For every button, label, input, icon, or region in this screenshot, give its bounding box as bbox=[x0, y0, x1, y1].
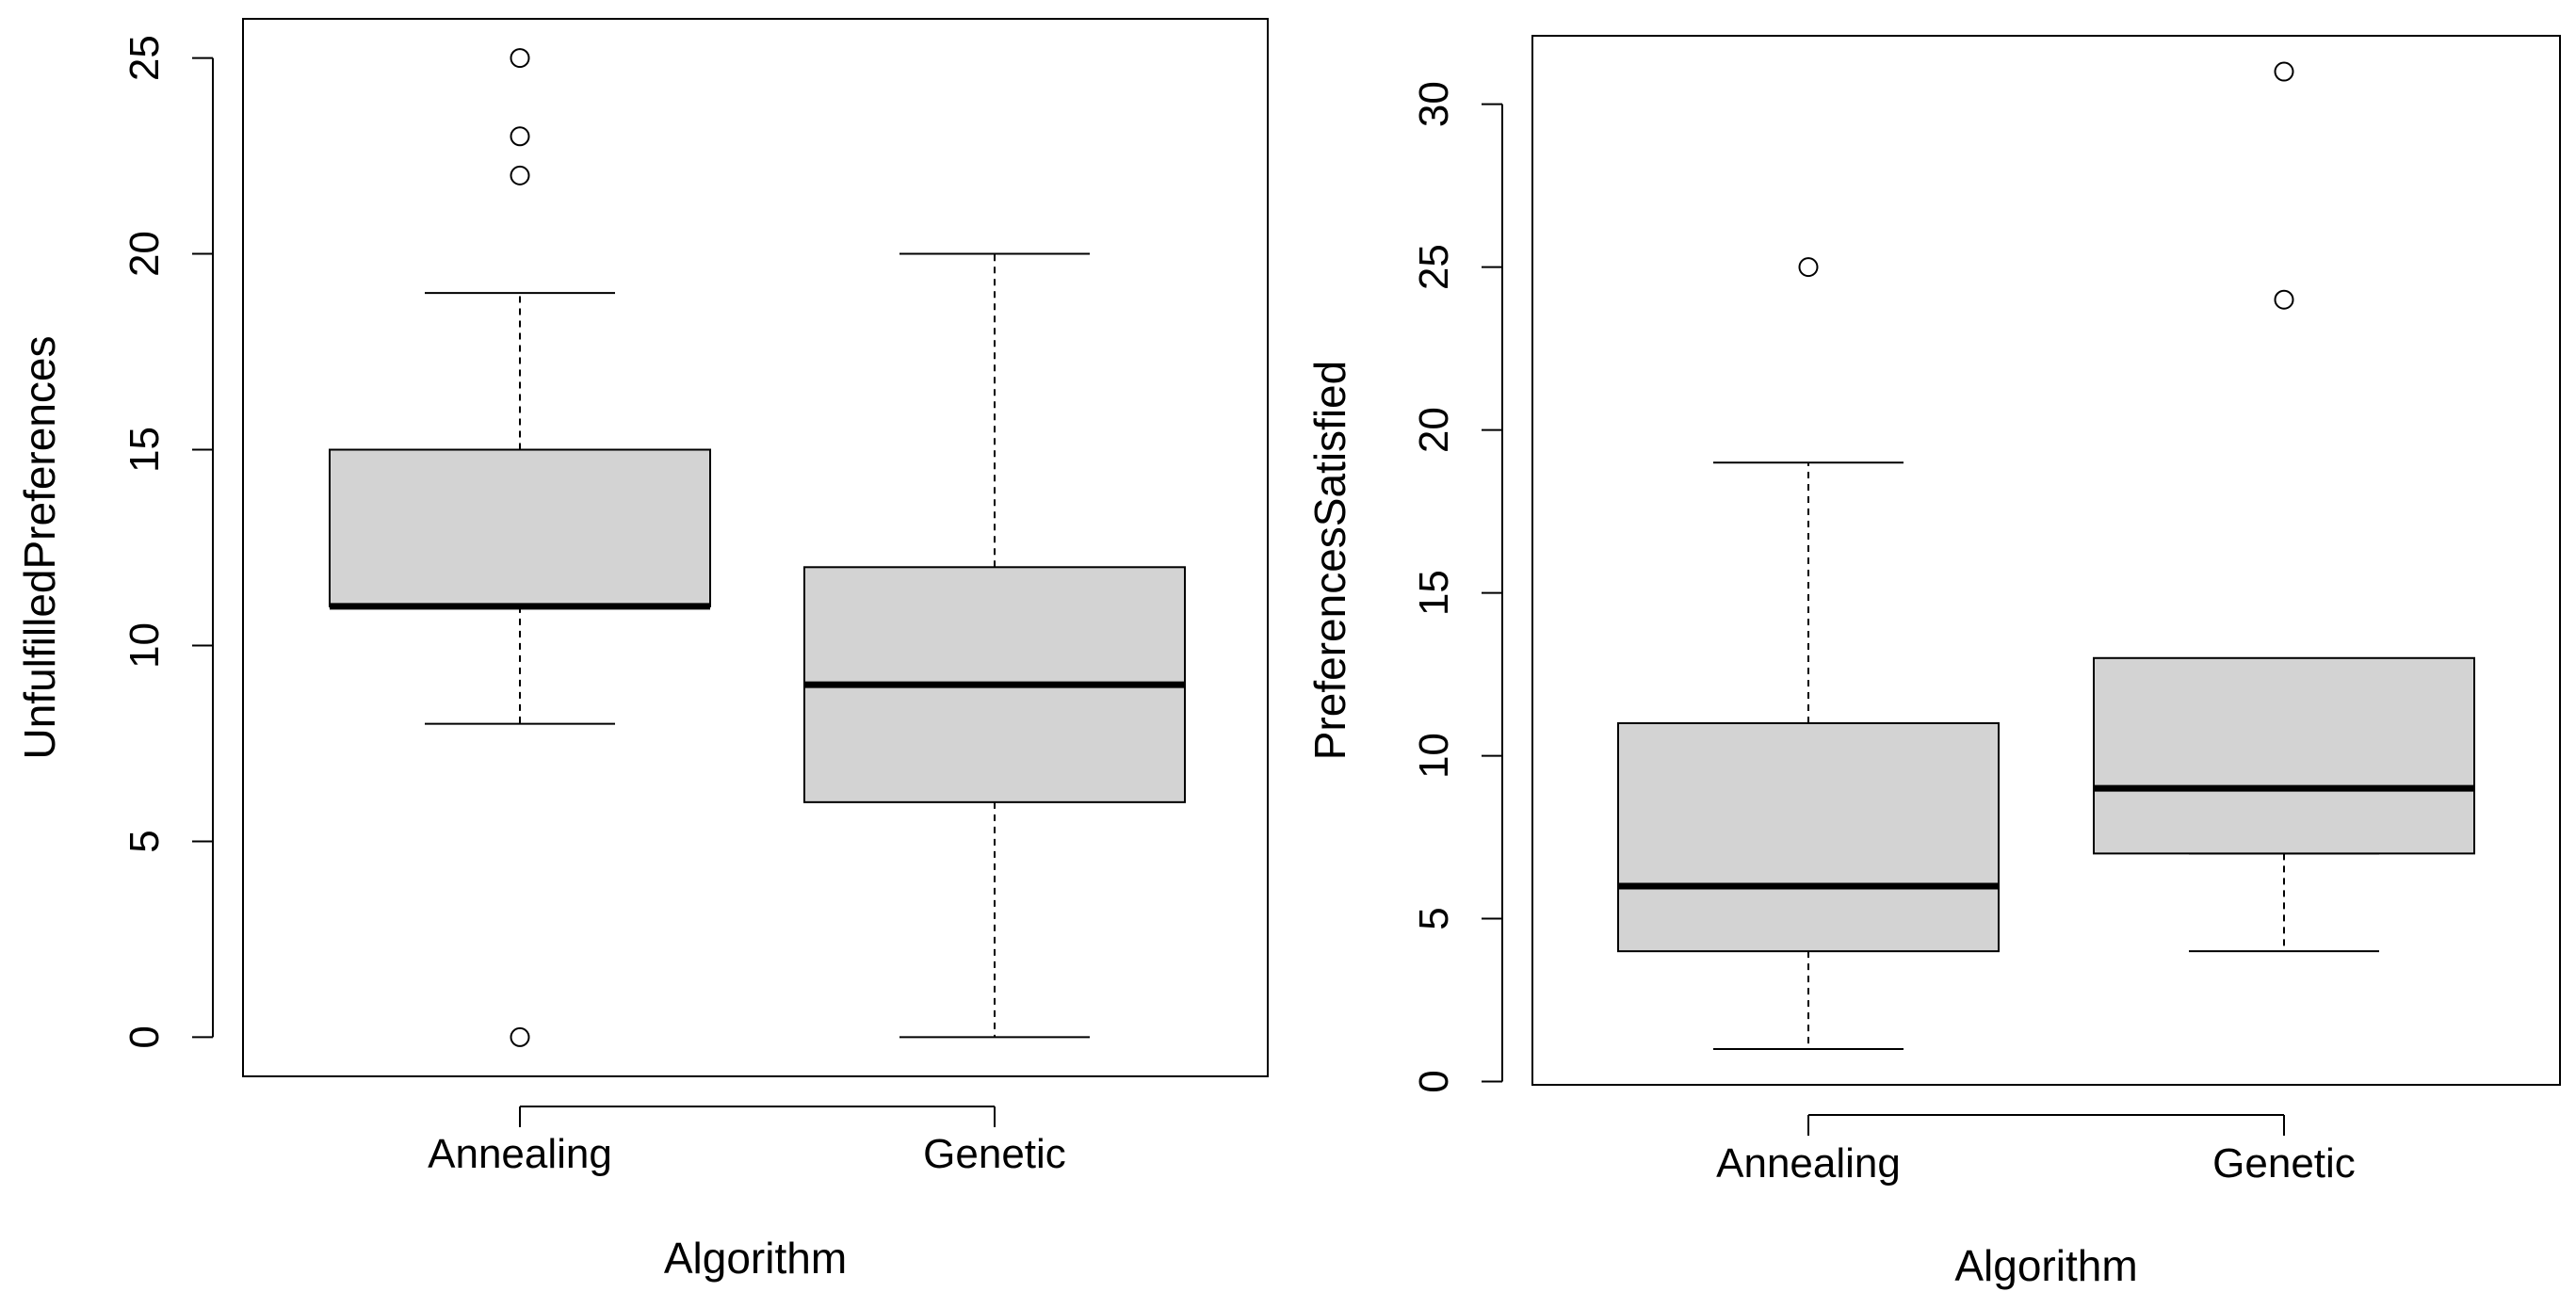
y-tick-label: 0 bbox=[1411, 1070, 1457, 1092]
box-genetic bbox=[803, 252, 1186, 1039]
outlier-point bbox=[1798, 257, 1819, 278]
box-annealing bbox=[1617, 257, 2000, 1050]
x-axis-title: Algorithm bbox=[664, 1234, 847, 1283]
y-tick-label: 20 bbox=[122, 231, 168, 277]
x-tick-label: Annealing bbox=[1716, 1140, 1901, 1187]
x-tick-label: Annealing bbox=[428, 1131, 612, 1177]
y-tick-label: 15 bbox=[1411, 570, 1457, 616]
y-tick-label: 10 bbox=[122, 622, 168, 669]
chart-unfulfilled-preferences: 0 5 10 15 20 25 UnfulfilledPreferences Annealin… bbox=[15, 18, 1269, 1283]
box-iqr bbox=[1617, 721, 2000, 953]
box-iqr bbox=[2093, 656, 2475, 855]
x-tick-label: Genetic bbox=[923, 1131, 1066, 1177]
y-tick-label: 0 bbox=[122, 1025, 168, 1048]
y-tick-label: 20 bbox=[1411, 407, 1457, 453]
outlier-point bbox=[510, 126, 530, 147]
y-axis-title: UnfulfilledPreferences bbox=[15, 335, 64, 759]
outlier-point bbox=[510, 165, 530, 186]
outlier-point bbox=[2274, 61, 2294, 82]
box-genetic bbox=[2093, 61, 2475, 953]
chart-preferences-satisfied: 0 5 10 15 20 25 30 PreferencesSatisfied Annealin… bbox=[1305, 35, 2561, 1290]
y-axis-title: PreferencesSatisfied bbox=[1305, 361, 1354, 760]
y-tick-label: 5 bbox=[122, 830, 168, 852]
outlier-point bbox=[2274, 289, 2294, 310]
y-tick-label: 10 bbox=[1411, 733, 1457, 779]
y-tick-label: 25 bbox=[1411, 244, 1457, 290]
outlier-point bbox=[510, 1026, 530, 1047]
y-tick-label: 25 bbox=[122, 35, 168, 81]
y-tick-label: 15 bbox=[122, 427, 168, 473]
box-iqr bbox=[329, 448, 711, 607]
plot-frame bbox=[1531, 35, 2561, 1086]
x-tick-label: Genetic bbox=[2212, 1140, 2356, 1187]
plot-frame bbox=[242, 18, 1269, 1077]
box-annealing bbox=[329, 48, 711, 1047]
y-tick-label: 5 bbox=[1411, 907, 1457, 929]
x-axis-title: Algorithm bbox=[1954, 1241, 2137, 1290]
y-tick-label: 30 bbox=[1411, 81, 1457, 127]
outlier-point bbox=[510, 48, 530, 69]
